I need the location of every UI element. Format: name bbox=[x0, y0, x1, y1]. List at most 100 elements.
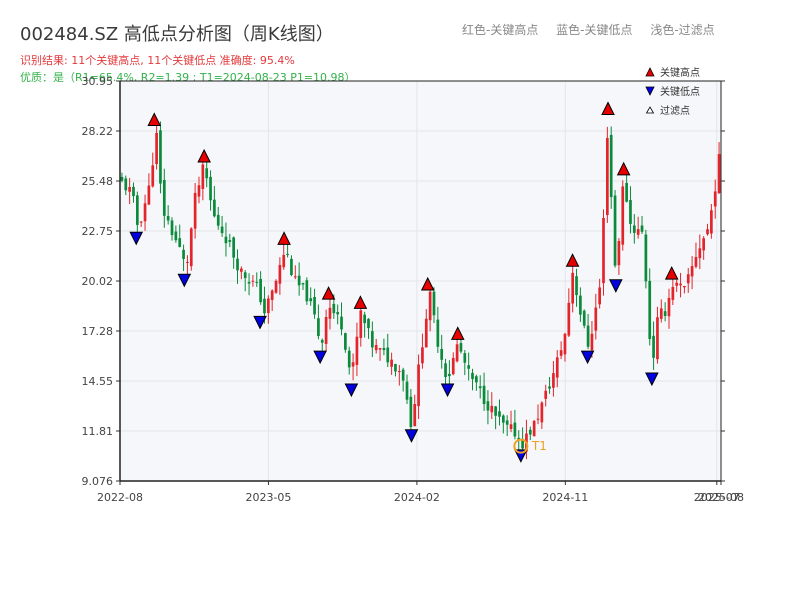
legend-entry-label: 过滤点 bbox=[660, 104, 690, 117]
candle-body bbox=[297, 275, 301, 286]
candle-body bbox=[270, 290, 274, 300]
page-title: 002484.SZ 高低点分析图（周K线图） bbox=[20, 24, 334, 45]
key-low-marker bbox=[645, 372, 659, 387]
candle-body bbox=[413, 404, 417, 427]
candle-body bbox=[706, 229, 709, 235]
candle-body bbox=[451, 357, 455, 375]
markers: T1 bbox=[129, 101, 679, 463]
candle-body bbox=[548, 386, 551, 389]
candle-body bbox=[151, 165, 155, 187]
legend-high-icon bbox=[645, 67, 655, 77]
y-tick-label: 22.75 bbox=[82, 225, 114, 238]
key-high-marker bbox=[616, 161, 631, 176]
key-high-marker bbox=[664, 265, 679, 280]
y-tick-label: 9.076 bbox=[82, 475, 114, 488]
candle-body bbox=[478, 386, 482, 389]
result-summary: 识别结果: 11个关键高点, 11个关键低点 准确度: 95.4% bbox=[20, 54, 295, 67]
key-high-marker bbox=[197, 148, 211, 163]
candle-body bbox=[159, 130, 162, 184]
candle-body bbox=[606, 137, 609, 215]
candle-body bbox=[486, 401, 490, 411]
candle-body bbox=[155, 132, 158, 165]
candle-body bbox=[166, 216, 170, 221]
candle-body bbox=[528, 429, 532, 435]
candle-body bbox=[182, 249, 185, 259]
candle-body bbox=[328, 307, 332, 319]
candle-body bbox=[336, 312, 340, 315]
candle-body bbox=[405, 381, 409, 400]
key-high-marker bbox=[601, 101, 615, 115]
candle-body bbox=[162, 179, 166, 216]
legend-filtered-icon bbox=[645, 106, 655, 114]
key-high-marker bbox=[450, 326, 465, 340]
candle-body bbox=[382, 348, 386, 351]
candle-body bbox=[186, 261, 189, 263]
y-tick-label: 28.22 bbox=[82, 125, 114, 138]
candle-body bbox=[197, 185, 201, 197]
candle-body bbox=[509, 424, 513, 429]
candle-body bbox=[586, 325, 590, 347]
candle-body bbox=[236, 258, 239, 271]
candle-body bbox=[632, 225, 636, 233]
candle-body bbox=[582, 310, 586, 326]
x-tick-label: 2023-05 bbox=[245, 491, 291, 504]
legend-filtered-text: 浅色-过滤点 bbox=[650, 23, 715, 37]
candle-body bbox=[309, 298, 313, 302]
candle-body bbox=[675, 282, 679, 286]
legend-entry-label: 关键低点 bbox=[660, 85, 700, 98]
key-high-marker bbox=[353, 295, 368, 309]
candle-body bbox=[517, 437, 521, 440]
candle-body bbox=[313, 297, 316, 315]
candle-body bbox=[594, 307, 598, 331]
candle-body bbox=[459, 343, 463, 352]
candle-body bbox=[702, 238, 706, 251]
candle-body bbox=[563, 333, 567, 355]
candle-body bbox=[617, 241, 621, 266]
candle-body bbox=[444, 363, 447, 378]
candle-body bbox=[629, 200, 632, 224]
candle-body bbox=[671, 286, 675, 300]
candle-body bbox=[263, 298, 266, 314]
candle-body bbox=[694, 257, 698, 267]
key-low-marker bbox=[404, 429, 419, 443]
candle-body bbox=[475, 376, 478, 383]
candle-body bbox=[683, 285, 686, 288]
x-tick-label: 2022-08 bbox=[97, 491, 143, 504]
x-tick-label: 2025-07 bbox=[694, 491, 740, 504]
candle-body bbox=[301, 283, 305, 285]
t1-label: T1 bbox=[531, 439, 547, 453]
candle-body bbox=[255, 281, 259, 283]
key-high-marker bbox=[565, 253, 580, 267]
candle-body bbox=[174, 231, 178, 241]
candle-body bbox=[710, 210, 713, 234]
candle-body bbox=[282, 254, 286, 268]
candle-body bbox=[598, 287, 601, 305]
candle-body bbox=[201, 164, 205, 189]
candle-body bbox=[147, 185, 151, 205]
candle-body bbox=[247, 281, 251, 284]
candle-body bbox=[652, 335, 655, 358]
candle-body bbox=[317, 318, 320, 337]
candle-body bbox=[243, 272, 247, 279]
candle-body bbox=[436, 319, 440, 347]
candle-body bbox=[340, 316, 343, 330]
candle-body bbox=[347, 350, 351, 368]
candle-body bbox=[286, 253, 289, 255]
y-tick-label: 20.02 bbox=[82, 275, 114, 288]
candle-body bbox=[432, 291, 436, 316]
y-tick-label: 14.55 bbox=[82, 375, 114, 388]
candle-body bbox=[370, 331, 374, 348]
candle-body bbox=[394, 364, 397, 372]
candle-body bbox=[417, 364, 420, 407]
candle-body bbox=[124, 178, 128, 191]
candle-body bbox=[455, 344, 459, 362]
candle-body bbox=[228, 240, 232, 242]
candle-body bbox=[170, 220, 174, 236]
candle-body bbox=[320, 339, 324, 343]
candle-body bbox=[266, 298, 270, 314]
candle-body bbox=[471, 372, 474, 380]
candle-body bbox=[216, 214, 220, 226]
key-low-marker bbox=[580, 350, 595, 365]
candle-body bbox=[344, 333, 347, 350]
